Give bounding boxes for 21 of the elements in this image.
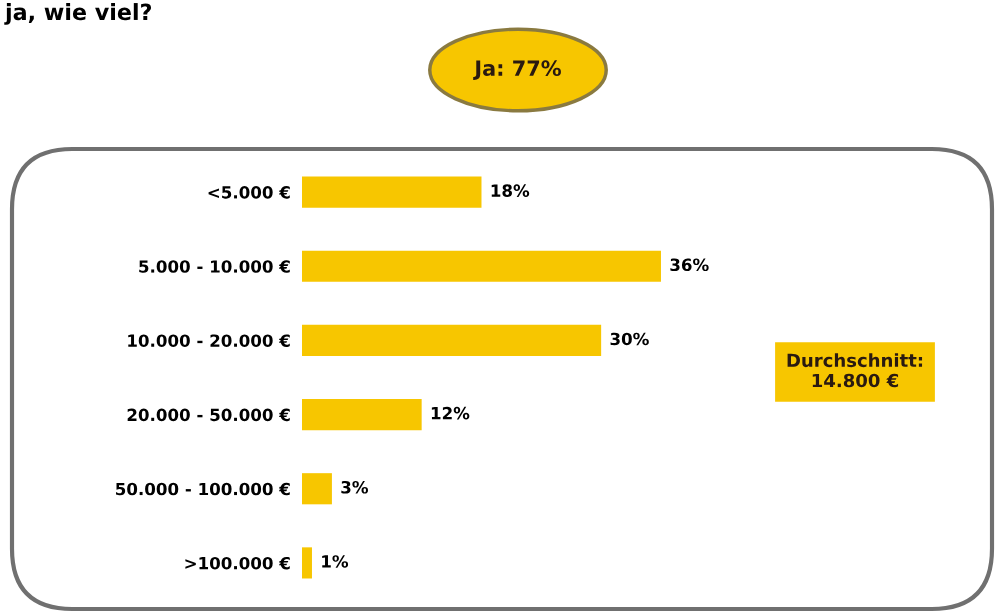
bar — [302, 324, 602, 356]
data-label: 1% — [322, 555, 349, 568]
y-tick-label: <5.000 € — [208, 186, 290, 199]
bar — [302, 250, 661, 282]
y-tick-label: 20.000 - 50.000 € — [127, 408, 290, 422]
data-label: 12% — [431, 406, 470, 420]
text: Ja: 77% — [473, 60, 561, 80]
bar — [302, 547, 312, 579]
text: Durchschnitt: 14.800 € — [787, 353, 923, 388]
y-tick-label: 50.000 - 100.000 € — [116, 482, 290, 496]
bar — [302, 473, 332, 505]
bar — [302, 399, 422, 431]
y-tick-label: 10.000 - 20.000 € — [128, 334, 290, 347]
data-label: 36% — [670, 258, 709, 272]
data-label: 18% — [491, 184, 530, 197]
y-tick-label: >100.000 € — [185, 556, 290, 570]
text: ja, wie viel? — [4, 3, 152, 25]
data-label: 30% — [610, 332, 649, 346]
y-tick-label: 5.000 - 10.000 € — [139, 260, 290, 273]
bar — [302, 176, 482, 208]
data-label: 3% — [341, 480, 369, 494]
